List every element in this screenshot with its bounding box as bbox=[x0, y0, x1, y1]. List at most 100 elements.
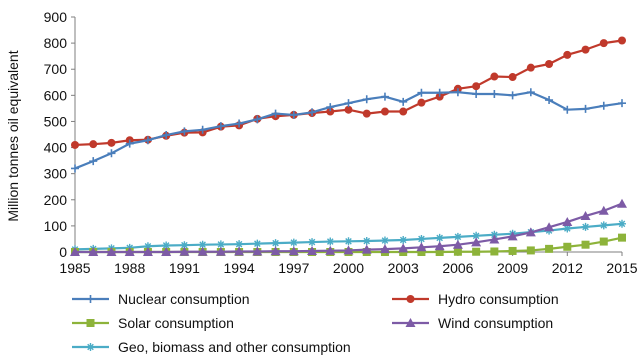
legend-label: Hydro consumption bbox=[438, 291, 559, 307]
legend-label: Nuclear consumption bbox=[118, 291, 250, 307]
data-point bbox=[198, 125, 207, 134]
data-point bbox=[288, 246, 299, 256]
data-point bbox=[545, 244, 554, 253]
data-point bbox=[472, 82, 481, 91]
legend-item: Solar consumption bbox=[72, 315, 234, 331]
data-point bbox=[215, 246, 226, 256]
data-point bbox=[325, 245, 336, 255]
data-point bbox=[326, 237, 335, 246]
legend-swatch-marker bbox=[405, 318, 416, 327]
data-point bbox=[489, 234, 500, 244]
data-point bbox=[399, 107, 408, 116]
data-point bbox=[179, 246, 190, 256]
data-point bbox=[143, 136, 152, 145]
data-point bbox=[472, 90, 481, 99]
data-point bbox=[161, 247, 172, 256]
series-wind-consumption bbox=[70, 198, 627, 256]
data-point bbox=[180, 127, 189, 136]
data-point bbox=[435, 248, 444, 256]
data-point bbox=[618, 219, 626, 228]
x-tick-label: 2000 bbox=[333, 260, 364, 276]
data-point bbox=[125, 139, 134, 148]
data-point bbox=[197, 246, 208, 256]
legend-swatch-marker bbox=[406, 295, 415, 303]
data-point bbox=[416, 242, 427, 252]
data-point bbox=[198, 240, 207, 249]
series-layer bbox=[70, 36, 627, 256]
data-point bbox=[289, 110, 298, 119]
data-point bbox=[471, 237, 482, 247]
data-point bbox=[71, 140, 79, 149]
x-tick-label: 2003 bbox=[388, 260, 419, 276]
data-point bbox=[162, 131, 171, 140]
data-point bbox=[271, 109, 280, 118]
y-tick-label: 100 bbox=[44, 218, 68, 234]
data-point bbox=[599, 237, 608, 246]
data-point bbox=[617, 198, 627, 208]
data-point bbox=[580, 210, 591, 220]
data-point bbox=[435, 88, 444, 97]
data-point bbox=[490, 72, 499, 81]
data-point bbox=[344, 99, 353, 108]
data-point bbox=[453, 247, 462, 256]
data-point bbox=[362, 237, 371, 246]
x-tick-label: 1997 bbox=[278, 260, 309, 276]
data-point bbox=[70, 247, 80, 256]
data-point bbox=[362, 109, 371, 118]
data-point bbox=[399, 97, 408, 106]
data-point bbox=[417, 98, 426, 107]
data-point bbox=[417, 234, 426, 243]
data-point bbox=[235, 240, 244, 249]
data-point bbox=[162, 241, 171, 250]
data-point bbox=[581, 222, 590, 231]
data-point bbox=[180, 241, 189, 250]
data-point bbox=[253, 239, 262, 248]
data-point bbox=[143, 242, 152, 251]
data-point bbox=[216, 122, 225, 131]
legend-label: Wind consumption bbox=[438, 315, 553, 331]
data-point bbox=[599, 39, 608, 48]
data-point bbox=[545, 60, 554, 68]
y-tick-label: 500 bbox=[44, 113, 68, 129]
data-point bbox=[490, 247, 499, 256]
data-point bbox=[435, 233, 444, 242]
data-point bbox=[563, 105, 572, 114]
data-point bbox=[271, 239, 280, 248]
data-point bbox=[398, 243, 409, 253]
data-point bbox=[618, 99, 626, 108]
data-point bbox=[452, 239, 463, 249]
data-point bbox=[124, 247, 135, 256]
series-hydro-consumption bbox=[71, 36, 626, 149]
series-line bbox=[74, 39, 623, 147]
y-axis: 0 100 200 300 400 500 600 700 800 900 bbox=[44, 9, 76, 260]
x-tick-label: 2006 bbox=[442, 260, 473, 276]
data-point bbox=[362, 95, 371, 104]
legend-item: Wind consumption bbox=[392, 315, 553, 331]
data-point bbox=[344, 105, 353, 114]
x-tick-label: 1991 bbox=[169, 260, 200, 276]
data-point bbox=[107, 138, 116, 147]
data-point bbox=[581, 45, 590, 54]
y-axis-label: Million tonnes oil equivalent bbox=[5, 50, 21, 221]
y-tick-label: 0 bbox=[59, 244, 67, 260]
legend: Nuclear consumption Hydro consumption Sola… bbox=[72, 291, 559, 355]
series-nuclear-consumption bbox=[71, 88, 626, 173]
legend-item: Nuclear consumption bbox=[72, 291, 250, 307]
data-point bbox=[599, 101, 608, 110]
y-tick-label: 700 bbox=[44, 61, 68, 77]
data-point bbox=[472, 247, 481, 256]
data-point bbox=[307, 245, 318, 255]
data-point bbox=[581, 104, 590, 113]
data-point bbox=[343, 245, 354, 255]
legend-swatch-marker bbox=[86, 295, 95, 303]
x-tick-label: 2009 bbox=[497, 260, 528, 276]
y-tick-label: 400 bbox=[44, 140, 68, 156]
data-point bbox=[308, 238, 317, 247]
data-point bbox=[380, 236, 389, 245]
plot-area: 0 100 200 300 400 500 600 700 800 900 1985 1988 199… bbox=[44, 9, 638, 276]
data-point bbox=[508, 91, 517, 100]
data-point bbox=[253, 115, 262, 124]
data-point bbox=[526, 88, 535, 97]
data-point bbox=[71, 164, 79, 173]
data-point bbox=[89, 140, 98, 149]
